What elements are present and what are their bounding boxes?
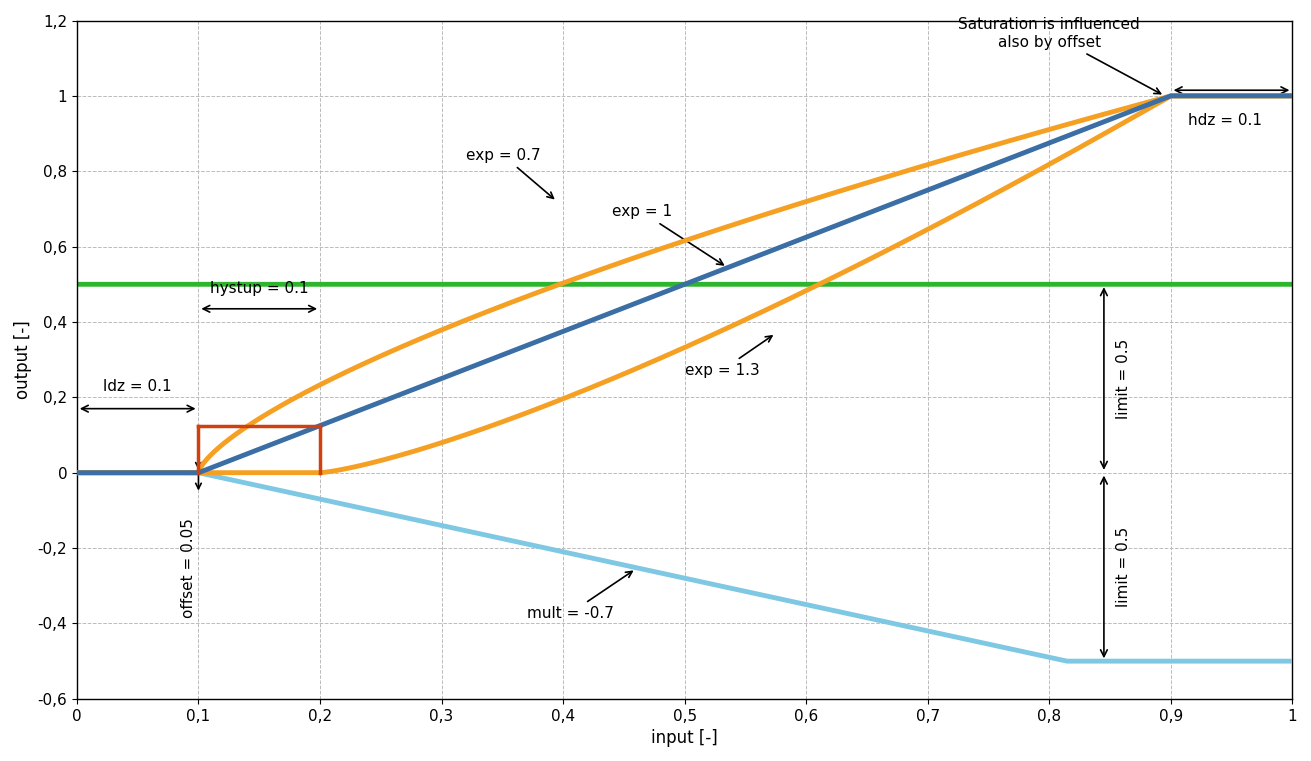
X-axis label: input [-]: input [-] bbox=[652, 729, 718, 747]
Text: hystup = 0.1: hystup = 0.1 bbox=[210, 281, 308, 295]
Text: limit = 0.5: limit = 0.5 bbox=[1116, 339, 1131, 419]
Text: limit = 0.5: limit = 0.5 bbox=[1116, 527, 1131, 607]
Y-axis label: output [-]: output [-] bbox=[14, 320, 31, 399]
Text: exp = 0.7: exp = 0.7 bbox=[465, 148, 553, 199]
Text: mult = -0.7: mult = -0.7 bbox=[527, 572, 632, 621]
Text: hdz = 0.1: hdz = 0.1 bbox=[1189, 113, 1262, 128]
Text: exp = 1: exp = 1 bbox=[612, 205, 724, 265]
Text: Saturation is influenced
also by offset: Saturation is influenced also by offset bbox=[958, 18, 1160, 94]
Text: offset = 0.05: offset = 0.05 bbox=[181, 518, 197, 618]
Text: ldz = 0.1: ldz = 0.1 bbox=[104, 378, 172, 393]
Text: exp = 1.3: exp = 1.3 bbox=[684, 336, 772, 377]
